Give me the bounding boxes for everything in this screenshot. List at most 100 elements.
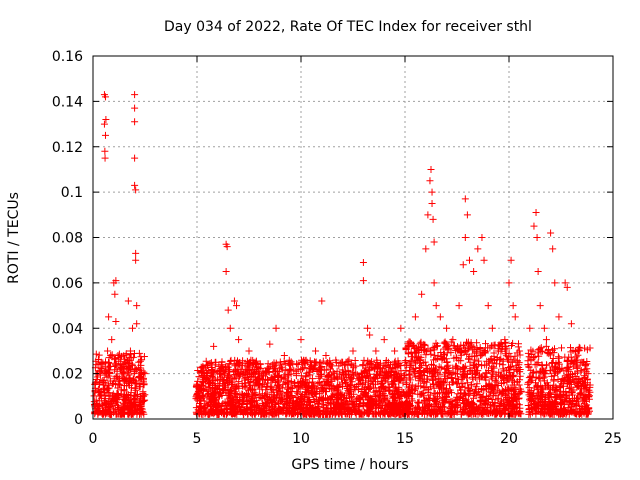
- data-point: [359, 258, 367, 266]
- data-point: [137, 374, 145, 382]
- data-point: [533, 234, 541, 241]
- y-tick-label: 0.12: [52, 140, 83, 156]
- y-tick-label: 0.02: [52, 367, 83, 383]
- data-point: [366, 331, 374, 339]
- data-point: [461, 234, 469, 241]
- data-point: [105, 313, 113, 321]
- data-point: [131, 154, 139, 162]
- x-tick-label: 0: [89, 431, 98, 447]
- data-point: [526, 324, 534, 332]
- y-tick-label: 0.1: [61, 185, 83, 201]
- data-point: [111, 290, 119, 298]
- data-point: [418, 290, 426, 298]
- dense-point-cloud: [90, 338, 594, 418]
- chart-title: Day 034 of 2022, Rate Of TEC Index for r…: [164, 19, 532, 35]
- data-point: [449, 336, 457, 344]
- data-point: [318, 297, 326, 305]
- data-point: [303, 358, 311, 366]
- data-point: [131, 181, 139, 189]
- data-point: [427, 165, 435, 173]
- y-tick-label: 0.14: [52, 94, 83, 110]
- data-point: [102, 116, 110, 124]
- x-tick-label: 20: [500, 431, 518, 447]
- data-points: [91, 91, 594, 405]
- data-point: [226, 324, 234, 332]
- data-point: [210, 342, 218, 350]
- data-point: [101, 131, 109, 139]
- data-point: [101, 93, 109, 101]
- data-point: [511, 313, 519, 321]
- data-point: [280, 351, 288, 359]
- data-point: [443, 324, 451, 332]
- data-point: [563, 283, 571, 291]
- data-point: [411, 313, 419, 321]
- data-point: [436, 313, 444, 321]
- data-point: [397, 324, 405, 332]
- data-point: [131, 104, 139, 112]
- data-point: [132, 249, 140, 257]
- data-point: [463, 211, 471, 219]
- data-point: [114, 351, 122, 359]
- data-point: [330, 370, 338, 378]
- data-point: [112, 317, 120, 325]
- data-point: [372, 347, 380, 355]
- data-point: [141, 370, 149, 378]
- data-point: [515, 347, 523, 355]
- data-point: [567, 320, 575, 328]
- data-point: [459, 261, 467, 269]
- data-point: [230, 297, 238, 305]
- data-point: [480, 256, 488, 264]
- data-point: [101, 154, 109, 162]
- data-point: [339, 358, 347, 366]
- data-point: [401, 358, 409, 366]
- data-point: [349, 347, 357, 355]
- data-point: [255, 370, 263, 378]
- x-tick-label: 10: [292, 431, 310, 447]
- data-point: [542, 336, 550, 344]
- data-point: [432, 302, 440, 310]
- data-point: [426, 177, 434, 185]
- data-point: [122, 374, 130, 382]
- x-tick-label: 15: [396, 431, 414, 447]
- data-point: [266, 340, 274, 348]
- data-point: [424, 211, 432, 219]
- data-point: [112, 277, 120, 285]
- dense-data-cloud: [90, 338, 594, 418]
- data-point: [540, 324, 548, 332]
- data-point: [572, 347, 580, 355]
- data-point: [428, 199, 436, 207]
- data-point: [547, 229, 555, 237]
- data-point: [224, 306, 232, 314]
- data-point: [455, 302, 463, 310]
- data-point: [106, 370, 114, 378]
- data-point: [422, 245, 430, 253]
- data-point: [429, 215, 437, 223]
- data-point: [203, 370, 211, 378]
- data-point: [95, 397, 103, 405]
- data-point: [359, 277, 367, 285]
- data-point: [428, 188, 436, 196]
- data-point: [233, 302, 241, 310]
- axis-ticks: [92, 55, 614, 420]
- y-tick-labels: 0 0.02 0.04 0.06 0.08 0.1 0.12 0.14 0.16: [52, 49, 83, 428]
- data-point: [101, 147, 109, 155]
- data-point: [530, 222, 538, 230]
- data-point: [509, 302, 517, 310]
- x-tick-labels: 0 5 10 15 20 25: [89, 431, 622, 447]
- data-point: [104, 347, 112, 355]
- x-tick-label: 25: [604, 431, 622, 447]
- data-point: [132, 186, 140, 194]
- data-point: [534, 268, 542, 276]
- data-point: [465, 256, 473, 264]
- data-point: [561, 279, 569, 287]
- data-point: [133, 302, 141, 310]
- data-point: [223, 243, 231, 251]
- y-tick-label: 0.08: [52, 231, 83, 247]
- data-point: [133, 320, 141, 328]
- data-point: [139, 388, 147, 396]
- data-point: [478, 234, 486, 241]
- data-point: [405, 342, 413, 350]
- data-point: [126, 347, 134, 355]
- data-point: [391, 347, 399, 355]
